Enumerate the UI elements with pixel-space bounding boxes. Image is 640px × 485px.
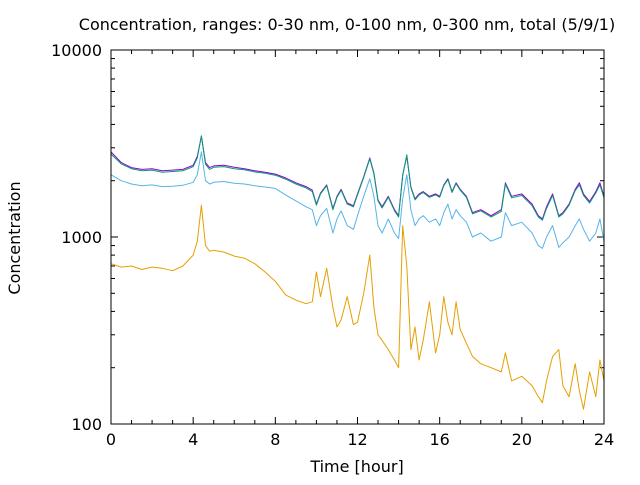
series-line-1	[110, 135, 605, 220]
x-tick-label: 24	[594, 430, 614, 449]
x-tick-label: 8	[270, 430, 280, 449]
series-layer	[110, 135, 605, 410]
y-tick-label: 1000	[61, 228, 102, 247]
y-tick-label: 100	[71, 415, 102, 434]
plot-frame	[110, 49, 605, 425]
x-axis-label: Time [hour]	[309, 457, 403, 476]
series-line-3	[110, 151, 605, 249]
x-tick-label: 4	[188, 430, 198, 449]
x-tick-label: 20	[512, 430, 532, 449]
series-line-4	[110, 204, 605, 410]
x-tick-label: 16	[429, 430, 449, 449]
x-tick-label: 12	[347, 430, 367, 449]
chart-title: Concentration, ranges: 0-30 nm, 0-100 nm…	[79, 15, 615, 34]
x-tick-label: 0	[106, 430, 116, 449]
axis-ticks: 0 4 8 12 16 20 24 100 1000 10000	[51, 41, 614, 449]
y-axis-label: Concentration	[5, 181, 24, 294]
series-line-2	[110, 135, 605, 221]
y-tick-label: 10000	[51, 41, 102, 60]
